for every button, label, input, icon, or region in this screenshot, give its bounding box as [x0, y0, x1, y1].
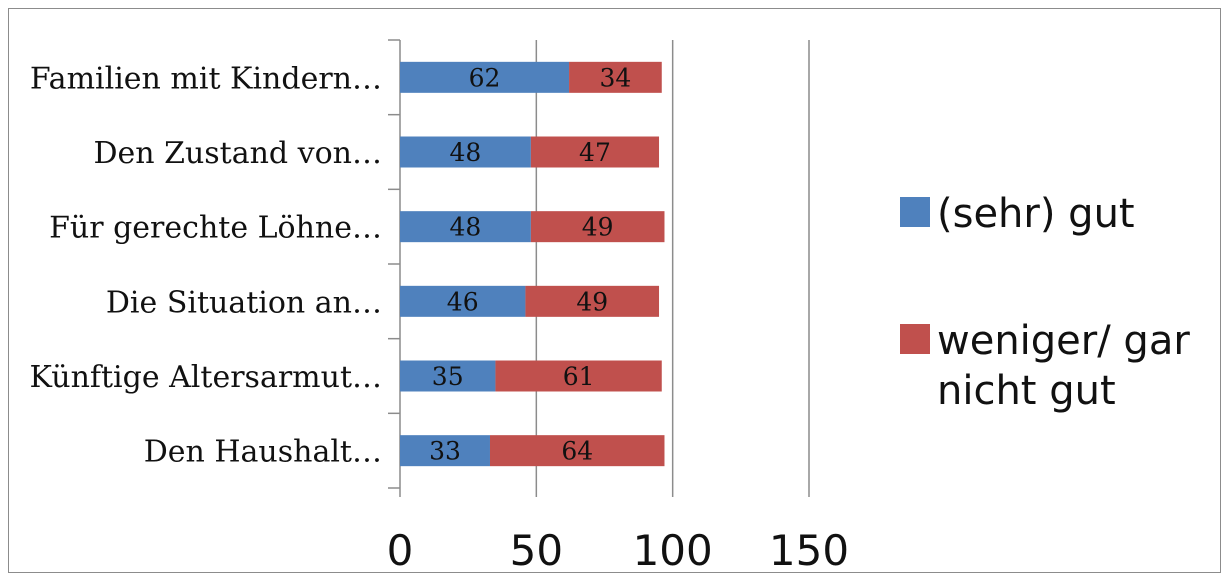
bar-segment	[400, 61, 570, 93]
data-label: 48	[450, 138, 482, 167]
x-tick-label: 0	[387, 526, 414, 575]
data-label: 33	[429, 437, 461, 466]
category-label: Die Situation an…	[106, 285, 382, 320]
axes	[388, 39, 810, 497]
data-label: 48	[450, 213, 482, 242]
x-tick-label: 100	[633, 526, 713, 575]
data-label: 46	[447, 287, 479, 316]
bar-segment	[400, 211, 531, 243]
x-tick-label: 50	[510, 526, 563, 575]
data-label: 49	[582, 213, 614, 242]
data-label: 61	[563, 362, 595, 391]
category-label: Den Zustand von…	[93, 136, 382, 171]
bar-segment	[400, 285, 526, 317]
bar-segment	[530, 211, 665, 243]
bar-segment	[569, 61, 662, 93]
bar-segment	[400, 360, 496, 392]
bar-segment	[525, 285, 660, 317]
legend-label: weniger/ gar	[937, 318, 1190, 364]
data-label: 64	[561, 437, 593, 466]
legend-swatch	[900, 324, 930, 354]
bar-segment	[400, 435, 490, 467]
bar-segment	[495, 360, 662, 392]
category-label: Künftige Altersarmut…	[30, 360, 383, 395]
category-label: Familien mit Kindern…	[30, 61, 382, 96]
bar-segment	[530, 136, 660, 168]
labels: 0 50 100 150 62 34 Familien mit Kindern… 48 47 De…	[30, 61, 850, 575]
legend-swatch	[900, 197, 930, 227]
bar-segment	[489, 435, 665, 467]
bar-segment	[400, 136, 531, 168]
legend-label: nicht gut	[937, 368, 1116, 414]
category-label: Für gerechte Löhne…	[49, 211, 382, 246]
legend-label: (sehr) gut	[937, 191, 1135, 237]
data-label: 35	[432, 362, 464, 391]
bars	[400, 61, 665, 467]
data-label: 47	[579, 138, 611, 167]
data-label: 62	[469, 63, 501, 92]
category-label: Den Haushalt…	[144, 435, 382, 470]
gridlines	[535, 40, 810, 488]
data-label: 49	[576, 287, 608, 316]
x-tick-label: 150	[769, 526, 849, 575]
data-label: 34	[600, 63, 632, 92]
